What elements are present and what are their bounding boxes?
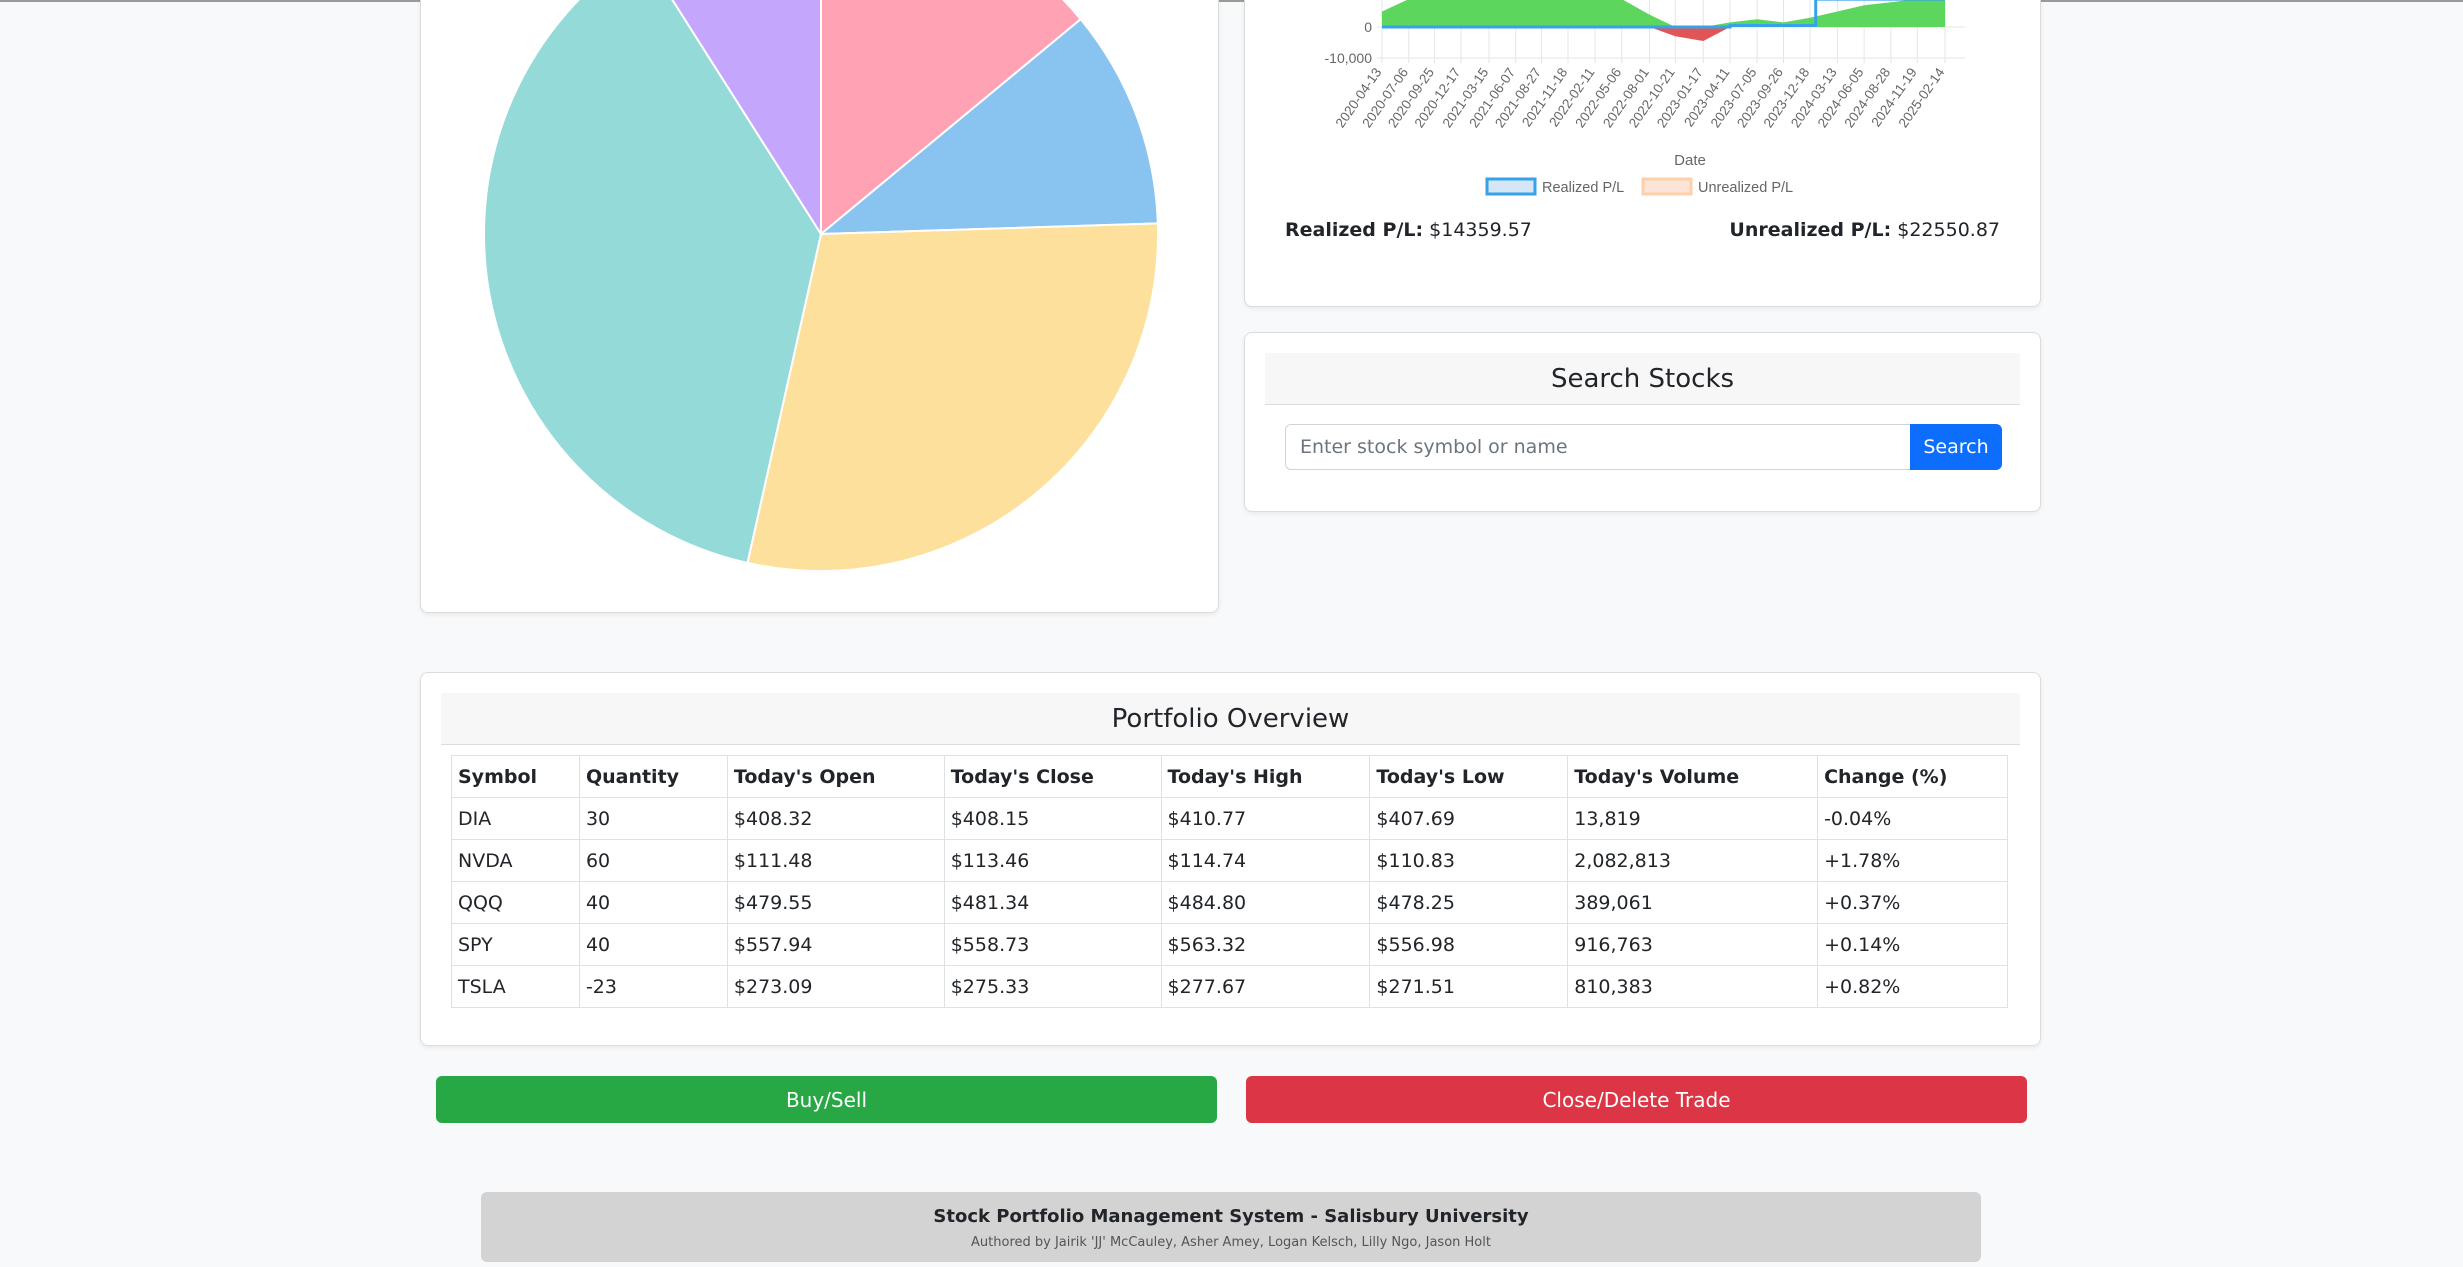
close-delete-trade-button[interactable]: Close/Delete Trade bbox=[1246, 1076, 2027, 1123]
pie-slice-3 bbox=[483, 0, 823, 565]
unrealized-pl-value: $22550.87 bbox=[1897, 219, 2000, 241]
col-volume: Today's Volume bbox=[1567, 755, 1819, 798]
cell-change: +1.78% bbox=[1817, 839, 2008, 882]
buy-sell-button[interactable]: Buy/Sell bbox=[436, 1076, 1217, 1123]
cell-symbol: DIA bbox=[451, 797, 580, 840]
cell-open: $479.55 bbox=[726, 881, 945, 924]
cell-volume: 13,819 bbox=[1567, 797, 1819, 840]
legend-label-1: Unrealized P/L bbox=[1698, 180, 1793, 196]
cell-change: +0.14% bbox=[1817, 923, 2008, 966]
portfolio-overview-title: Portfolio Overview bbox=[441, 693, 2020, 745]
legend-swatch-1 bbox=[1641, 177, 1693, 196]
cell-low: $407.69 bbox=[1369, 797, 1569, 840]
cell-high: $484.80 bbox=[1160, 881, 1371, 924]
footer: Stock Portfolio Management System - Sali… bbox=[481, 1192, 1981, 1262]
cell-low: $478.25 bbox=[1369, 881, 1569, 924]
allocation-pie-chart bbox=[483, 0, 1159, 572]
legend-swatch-0 bbox=[1485, 177, 1537, 196]
pie-slice-2 bbox=[746, 222, 1159, 572]
cell-volume: 916,763 bbox=[1567, 923, 1819, 966]
cell-quantity: -23 bbox=[578, 965, 728, 1008]
unrealized-pl-label: Unrealized P/L: bbox=[1729, 219, 1892, 241]
portfolio-table: Symbol Quantity Today's Open Today's Clo… bbox=[451, 755, 2008, 1008]
cell-change: -0.04% bbox=[1817, 797, 2008, 840]
x-axis-title: Date bbox=[1674, 152, 1706, 169]
cell-close: $275.33 bbox=[943, 965, 1162, 1008]
table-row: DIA 30 $408.32 $408.15 $410.77 $407.69 1… bbox=[451, 797, 2008, 840]
footer-title: Stock Portfolio Management System - Sali… bbox=[933, 1206, 1529, 1227]
unrealized-positive-area bbox=[1382, 0, 1945, 27]
top-border bbox=[0, 0, 2463, 2]
col-low: Today's Low bbox=[1369, 755, 1569, 798]
cell-volume: 810,383 bbox=[1567, 965, 1819, 1008]
col-close: Today's Close bbox=[943, 755, 1162, 798]
cell-quantity: 40 bbox=[578, 923, 728, 966]
pl-chart-card: 0 -10,000 2020-04-13 2020-07-06 2020-09-25 20… bbox=[1244, 0, 2041, 307]
cell-high: $563.32 bbox=[1160, 923, 1371, 966]
y-tick-label: -10,000 bbox=[1325, 50, 1373, 66]
y-tick-label: 0 bbox=[1364, 19, 1372, 35]
cell-volume: 389,061 bbox=[1567, 881, 1819, 924]
cell-close: $558.73 bbox=[943, 923, 1162, 966]
cell-symbol: QQQ bbox=[451, 881, 580, 924]
col-quantity: Quantity bbox=[578, 755, 728, 798]
footer-authors: Authored by Jairik 'JJ' McCauley, Asher … bbox=[971, 1235, 1491, 1250]
portfolio-overview-card: Portfolio Overview Symbol Quantity Today… bbox=[420, 672, 2041, 1046]
stock-search-input[interactable] bbox=[1285, 424, 1910, 470]
cell-quantity: 60 bbox=[578, 839, 728, 882]
col-open: Today's Open bbox=[726, 755, 945, 798]
col-high: Today's High bbox=[1160, 755, 1371, 798]
table-row: NVDA 60 $111.48 $113.46 $114.74 $110.83 … bbox=[451, 839, 2008, 882]
table-row: QQQ 40 $479.55 $481.34 $484.80 $478.25 3… bbox=[451, 881, 2008, 924]
cell-symbol: SPY bbox=[451, 923, 580, 966]
cell-symbol: TSLA bbox=[451, 965, 580, 1008]
table-header-row: Symbol Quantity Today's Open Today's Clo… bbox=[451, 755, 2008, 798]
cell-symbol: NVDA bbox=[451, 839, 580, 882]
realized-pl-line bbox=[1382, 0, 1945, 29]
unrealized-pl-summary: Unrealized P/L: $22550.87 bbox=[1729, 219, 2000, 241]
unrealized-negative-area bbox=[1382, 27, 1945, 41]
cell-low: $110.83 bbox=[1369, 839, 1569, 882]
pl-area-chart: 0-10,0002020-04-132020-07-062020-09-2520… bbox=[1325, 0, 1965, 196]
cell-change: +0.37% bbox=[1817, 881, 2008, 924]
pie-slice-0 bbox=[820, 0, 1083, 237]
table-row: TSLA -23 $273.09 $275.33 $277.67 $271.51… bbox=[451, 965, 2008, 1008]
realized-pl-label: Realized P/L: bbox=[1285, 219, 1424, 241]
cell-quantity: 40 bbox=[578, 881, 728, 924]
cell-close: $113.46 bbox=[943, 839, 1162, 882]
search-stocks-title: Search Stocks bbox=[1265, 353, 2020, 405]
pie-slice-4 bbox=[671, 0, 822, 238]
cell-close: $481.34 bbox=[943, 881, 1162, 924]
cell-change: +0.82% bbox=[1817, 965, 2008, 1008]
legend-label-0: Realized P/L bbox=[1542, 180, 1624, 196]
cell-quantity: 30 bbox=[578, 797, 728, 840]
table-row: SPY 40 $557.94 $558.73 $563.32 $556.98 9… bbox=[451, 923, 2008, 966]
col-symbol: Symbol bbox=[451, 755, 580, 798]
cell-open: $273.09 bbox=[726, 965, 945, 1008]
cell-close: $408.15 bbox=[943, 797, 1162, 840]
cell-open: $557.94 bbox=[726, 923, 945, 966]
search-stocks-card: Search Stocks Search bbox=[1244, 332, 2041, 512]
cell-open: $408.32 bbox=[726, 797, 945, 840]
cell-low: $271.51 bbox=[1369, 965, 1569, 1008]
cell-open: $111.48 bbox=[726, 839, 945, 882]
realized-pl-summary: Realized P/L: $14359.57 bbox=[1285, 219, 1532, 241]
cell-low: $556.98 bbox=[1369, 923, 1569, 966]
col-change: Change (%) bbox=[1817, 755, 2008, 798]
cell-volume: 2,082,813 bbox=[1567, 839, 1819, 882]
allocation-pie-card bbox=[420, 0, 1219, 613]
cell-high: $410.77 bbox=[1160, 797, 1371, 840]
realized-pl-value: $14359.57 bbox=[1429, 219, 1532, 241]
cell-high: $114.74 bbox=[1160, 839, 1371, 882]
cell-high: $277.67 bbox=[1160, 965, 1371, 1008]
search-button[interactable]: Search bbox=[1910, 424, 2002, 470]
pie-slice-1 bbox=[818, 17, 1159, 236]
